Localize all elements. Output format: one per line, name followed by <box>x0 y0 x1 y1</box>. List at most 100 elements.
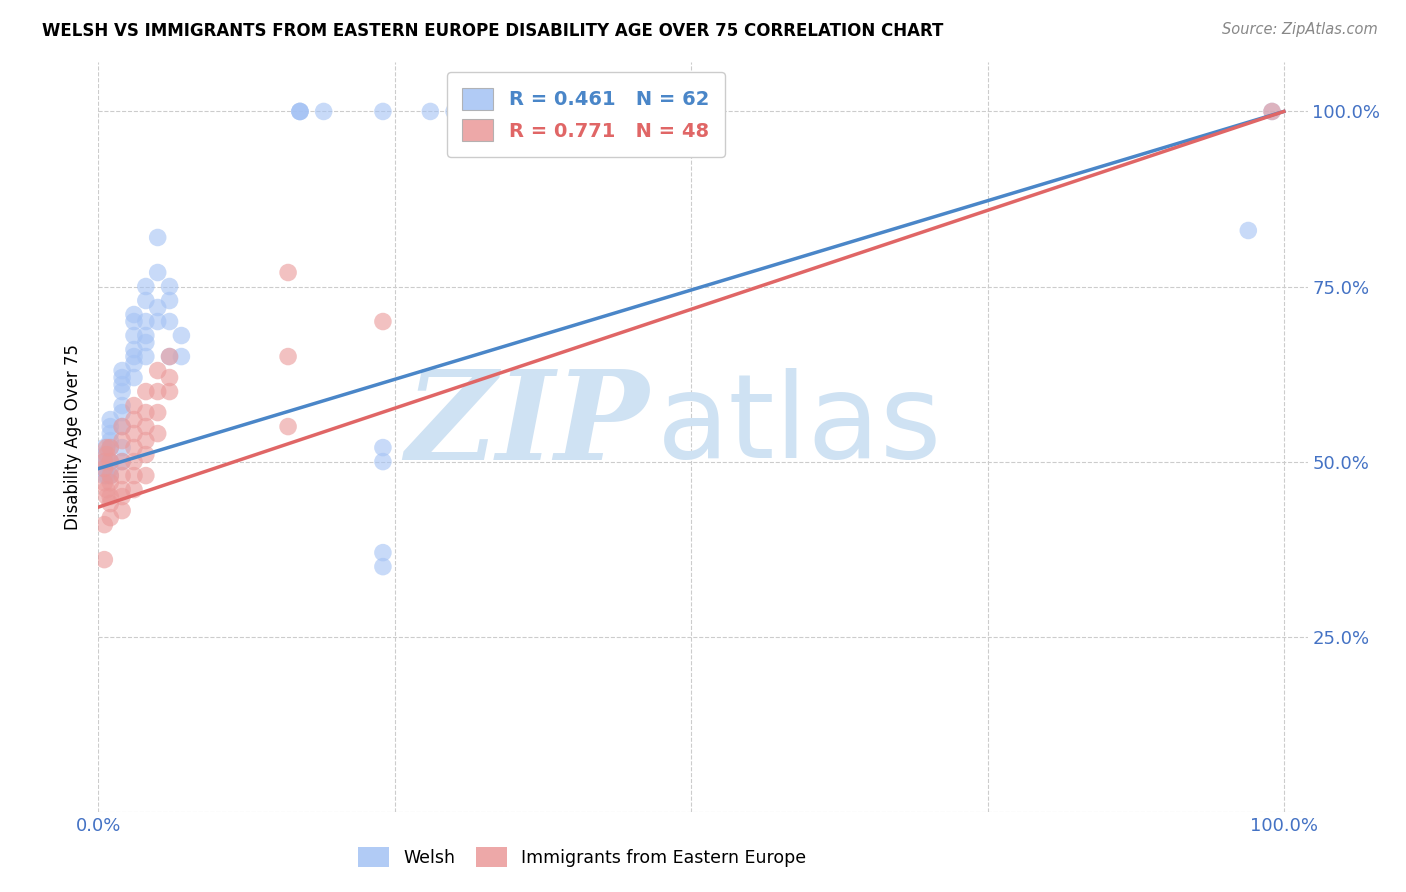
Point <box>159 314 181 328</box>
Point <box>277 266 299 280</box>
Point <box>96 490 118 504</box>
Point <box>111 454 134 468</box>
Point <box>159 384 181 399</box>
Point <box>122 328 145 343</box>
Point <box>122 314 145 328</box>
Point <box>1261 104 1284 119</box>
Legend: Welsh, Immigrants from Eastern Europe: Welsh, Immigrants from Eastern Europe <box>352 840 813 874</box>
Point <box>111 441 134 455</box>
Point <box>371 441 394 455</box>
Point <box>111 503 134 517</box>
Point <box>371 454 394 468</box>
Point <box>93 454 115 468</box>
Point <box>98 454 121 468</box>
Point <box>159 293 181 308</box>
Point <box>98 468 121 483</box>
Point <box>98 454 121 468</box>
Point <box>111 454 134 468</box>
Point <box>312 104 335 119</box>
Point <box>122 357 145 371</box>
Point <box>111 384 134 399</box>
Point <box>371 104 394 119</box>
Point <box>98 468 121 483</box>
Point <box>93 441 115 455</box>
Point <box>146 426 169 441</box>
Point <box>96 483 118 497</box>
Point <box>96 468 118 483</box>
Point <box>111 468 134 483</box>
Point <box>288 104 311 119</box>
Text: Source: ZipAtlas.com: Source: ZipAtlas.com <box>1222 22 1378 37</box>
Point <box>146 406 169 420</box>
Text: ZIP: ZIP <box>405 365 648 487</box>
Point <box>93 552 115 566</box>
Point <box>122 343 145 357</box>
Point <box>111 399 134 413</box>
Point <box>135 279 157 293</box>
Point <box>146 314 169 328</box>
Point <box>93 448 115 462</box>
Point <box>93 468 115 483</box>
Point <box>111 483 134 497</box>
Point <box>159 350 181 364</box>
Point <box>93 454 115 468</box>
Point <box>93 517 115 532</box>
Point <box>122 399 145 413</box>
Point <box>98 461 121 475</box>
Point <box>122 441 145 455</box>
Point <box>371 559 394 574</box>
Point <box>146 384 169 399</box>
Point <box>146 301 169 315</box>
Point <box>122 350 145 364</box>
Point <box>135 384 157 399</box>
Point <box>98 419 121 434</box>
Point <box>98 426 121 441</box>
Point <box>277 350 299 364</box>
Y-axis label: Disability Age Over 75: Disability Age Over 75 <box>65 344 83 530</box>
Point <box>135 434 157 448</box>
Point <box>96 441 118 455</box>
Point <box>122 468 145 483</box>
Point <box>170 328 193 343</box>
Point <box>93 461 115 475</box>
Point <box>93 475 115 490</box>
Point <box>478 104 501 119</box>
Point <box>111 434 134 448</box>
Point <box>111 419 134 434</box>
Point <box>111 370 134 384</box>
Point <box>135 293 157 308</box>
Point <box>159 370 181 384</box>
Point <box>98 475 121 490</box>
Point <box>135 448 157 462</box>
Point <box>111 406 134 420</box>
Point <box>159 279 181 293</box>
Point <box>371 314 394 328</box>
Point <box>135 314 157 328</box>
Point <box>122 483 145 497</box>
Point <box>93 461 115 475</box>
Point <box>146 363 169 377</box>
Point <box>135 468 157 483</box>
Point <box>371 546 394 560</box>
Point <box>159 350 181 364</box>
Point <box>122 454 145 468</box>
Point <box>135 328 157 343</box>
Point <box>1261 104 1284 119</box>
Point <box>135 335 157 350</box>
Point <box>277 419 299 434</box>
Point <box>170 350 193 364</box>
Point <box>111 419 134 434</box>
Point <box>288 104 311 119</box>
Point <box>93 454 115 468</box>
Text: WELSH VS IMMIGRANTS FROM EASTERN EUROPE DISABILITY AGE OVER 75 CORRELATION CHART: WELSH VS IMMIGRANTS FROM EASTERN EUROPE … <box>42 22 943 40</box>
Point <box>122 370 145 384</box>
Point <box>111 377 134 392</box>
Point <box>122 412 145 426</box>
Point <box>122 426 145 441</box>
Point <box>419 104 441 119</box>
Point <box>1237 223 1260 237</box>
Point <box>98 412 121 426</box>
Point <box>111 363 134 377</box>
Point <box>98 434 121 448</box>
Point <box>135 406 157 420</box>
